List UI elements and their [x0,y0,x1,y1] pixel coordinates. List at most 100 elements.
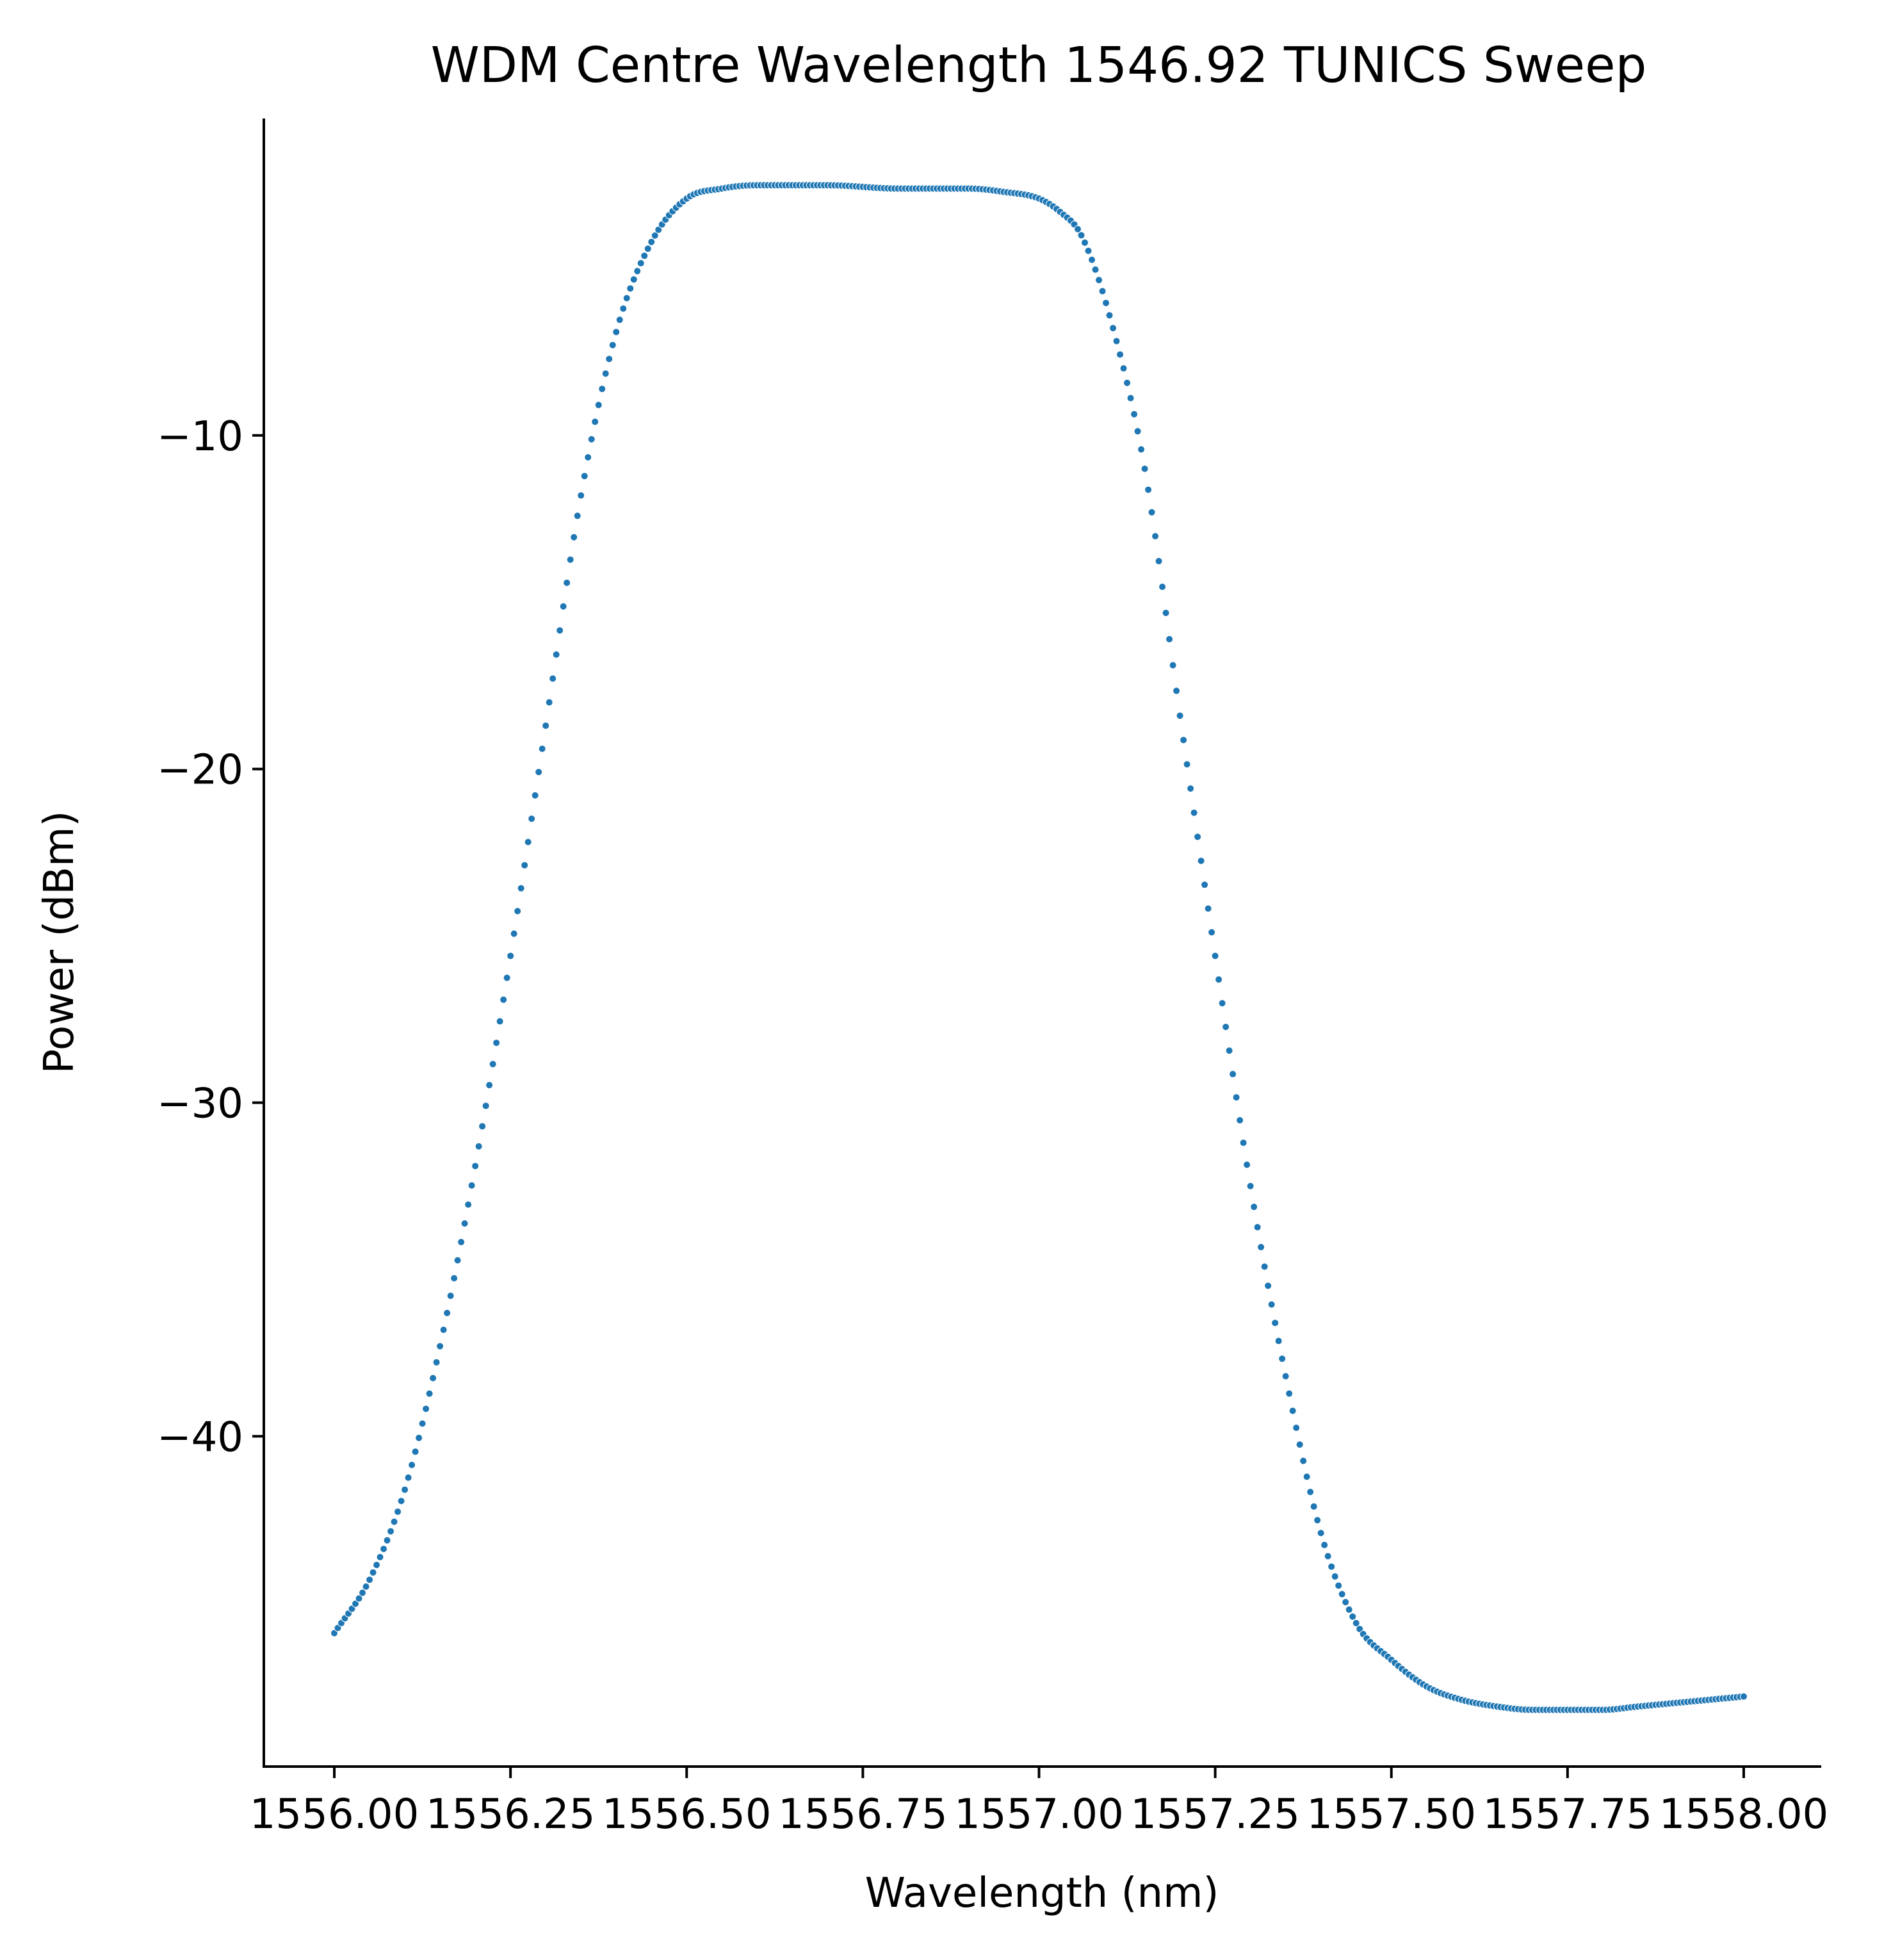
chart-title: WDM Centre Wavelength 1546.92 TUNICS Swe… [431,37,1647,94]
data-point [443,1309,451,1317]
data-point [1098,287,1107,295]
data-point [1278,1355,1287,1363]
data-point [1317,1529,1325,1537]
data-point [615,316,624,324]
data-point [1155,557,1163,566]
data-point [1229,1070,1237,1078]
x-tick-label: 1558.00 [1659,1791,1829,1838]
data-point [1250,1203,1258,1211]
y-tick-label: −30 [157,1081,243,1128]
data-point [1137,445,1146,453]
data-point [460,1220,469,1228]
data-point [1088,256,1096,264]
y-tick-label: −40 [157,1414,243,1461]
data-point [499,995,508,1004]
data-point [1285,1389,1294,1398]
data-point [390,1517,398,1526]
data-point [1194,833,1202,841]
data-point [1281,1372,1290,1380]
data-point [1123,379,1132,387]
data-point [489,1060,497,1068]
data-point [1349,1612,1357,1621]
data-point [1109,324,1117,332]
data-point [401,1485,409,1494]
data-point [496,1017,504,1025]
data-point [492,1039,501,1047]
data-point [383,1536,391,1544]
data-point [1222,1023,1230,1031]
data-point [376,1553,384,1561]
data-point [521,861,529,869]
x-tick-label: 1556.50 [602,1791,772,1838]
data-point [446,1292,455,1300]
data-point [352,1599,360,1608]
data-point [380,1545,388,1553]
data-point [559,602,567,610]
data-point [517,884,525,892]
data-point [587,435,596,443]
data-point [373,1561,381,1569]
data-point [633,267,642,275]
data-point [422,1405,430,1413]
data-point [1084,247,1092,255]
data-point [1271,1319,1279,1327]
data-point [612,328,621,336]
data-point [1342,1598,1350,1606]
data-point [524,838,532,846]
data-point [394,1508,402,1516]
data-point [425,1389,434,1398]
data-point [418,1419,426,1428]
data-point [626,284,635,293]
data-point [450,1274,459,1282]
data-point [366,1576,374,1584]
data-point [1257,1243,1265,1252]
data-point [1201,881,1209,889]
data-point [1253,1223,1262,1231]
data-point [531,791,539,799]
data-point [640,252,649,260]
y-tick-label: −10 [157,413,243,461]
data-point [1126,394,1135,402]
data-point [605,355,613,363]
data-point [622,294,631,302]
y-axis-ticks: −10 −20 −30 −40 [157,413,264,1461]
data-point [580,472,589,480]
data-point [1345,1605,1353,1613]
data-point [464,1200,473,1209]
data-point [1141,464,1149,473]
data-point [619,304,628,313]
data-point [1158,583,1167,591]
data-point [573,512,581,520]
data-point [1165,635,1174,643]
data-point [647,238,656,246]
x-tick-label: 1557.75 [1483,1791,1653,1838]
data-point [1105,311,1114,320]
data-point [594,401,603,409]
data-point [654,225,663,234]
x-axis-ticks: 1556.00 1556.25 1556.50 1556.75 1557.00 1557.… [250,1767,1829,1838]
data-point [542,721,550,730]
data-point [552,650,560,658]
data-point [1739,1692,1748,1701]
x-tick-label: 1557.00 [954,1791,1124,1838]
data-point [1208,928,1216,936]
data-point [1187,785,1195,793]
data-point [485,1081,494,1090]
data-point [1077,231,1085,240]
data-point [467,1181,476,1189]
data-point [1130,410,1139,418]
data-point [362,1582,370,1590]
data-point [528,815,536,823]
data-point [478,1122,487,1131]
data-point [651,231,659,240]
data-point [1215,976,1223,984]
data-point [545,698,553,706]
data-point [549,674,557,683]
data-point [387,1527,395,1535]
data-point [601,370,610,378]
data-point [570,533,578,541]
data-point [439,1326,448,1334]
data-point [1148,508,1156,516]
x-tick-label: 1557.25 [1130,1791,1300,1838]
data-point [1331,1572,1339,1581]
